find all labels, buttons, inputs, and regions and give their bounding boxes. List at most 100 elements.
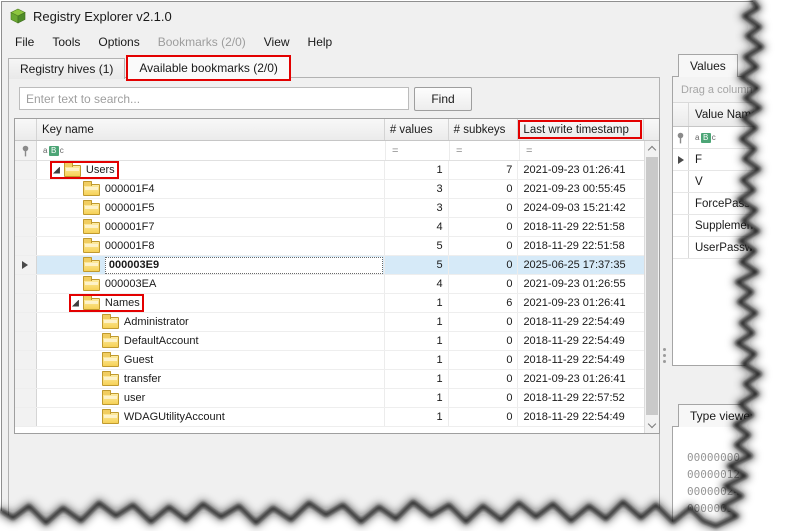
value-row-gutter: [673, 171, 689, 192]
key-name: 000001F8: [104, 240, 155, 252]
value-row[interactable]: V: [673, 171, 768, 193]
find-button[interactable]: Find: [414, 87, 472, 111]
table-row[interactable]: WDAGUtilityAccount 1 0 2018-11-29 22:54:…: [15, 408, 644, 427]
last-write-timestamp: 2018-11-29 22:54:49: [523, 335, 625, 347]
subkeys-count: 0: [449, 313, 519, 331]
menu-item-tools[interactable]: Tools: [52, 34, 81, 49]
key-name-cell: WDAGUtilityAccount: [37, 408, 385, 426]
tab-type-viewer[interactable]: Type viewer: [678, 404, 767, 427]
subkeys-count: 0: [449, 237, 519, 255]
values-count: 1: [385, 351, 449, 369]
folder-icon: [82, 256, 100, 272]
menu-item-options[interactable]: Options: [98, 34, 140, 49]
menu-item-view[interactable]: View: [263, 34, 290, 49]
key-name-cell: 000001F8: [37, 237, 385, 255]
value-row[interactable]: UserPasswordHi: [673, 237, 768, 259]
equals-filter-icon: =: [526, 144, 533, 157]
key-name: Guest: [123, 354, 154, 366]
value-row-gutter: [673, 215, 689, 236]
search-input[interactable]: [19, 87, 409, 110]
vertical-scrollbar[interactable]: [644, 141, 659, 433]
tree-node: Names: [68, 294, 144, 312]
tab-values[interactable]: Values: [678, 54, 738, 77]
key-name-cell: 000001F5: [37, 199, 385, 217]
tab-label: Available bookmarks (2/0): [139, 61, 278, 75]
menu-item-help[interactable]: Help: [307, 34, 333, 49]
last-write-timestamp: 2018-11-29 22:51:58: [523, 221, 625, 233]
tree-node: DefaultAccount: [101, 332, 199, 348]
table-row[interactable]: user 1 0 2018-11-29 22:57:52: [15, 389, 644, 408]
scrollbar-thumb[interactable]: [646, 157, 658, 415]
value-name: V: [695, 175, 703, 188]
subkeys-count: 0: [449, 275, 519, 293]
table-row[interactable]: DefaultAccount 1 0 2018-11-29 22:54:49: [15, 332, 644, 351]
table-row[interactable]: 000003E9 5 0 2025-06-25 17:37:35: [15, 256, 644, 275]
subkeys-count: 7: [449, 161, 519, 179]
filter-last-write[interactable]: =: [520, 141, 646, 160]
grid-header-row: Key name # values # subkeys Last write t…: [15, 119, 659, 141]
table-row[interactable]: 000001F8 5 0 2018-11-29 22:51:58: [15, 237, 644, 256]
table-row[interactable]: 000003EA 4 0 2021-09-23 01:26:55: [15, 275, 644, 294]
value-row-gutter: [673, 237, 689, 258]
key-name: 000001F5: [104, 202, 155, 214]
values-rows: F V ForcePasswor SupplementalC UserPassw…: [673, 149, 768, 259]
value-row[interactable]: F: [673, 149, 768, 171]
scroll-up-icon[interactable]: [647, 145, 657, 155]
window-title: Registry Explorer v2.1.0: [33, 8, 172, 24]
tab-available-bookmarks-2-0[interactable]: Available bookmarks (2/0): [126, 55, 291, 81]
bookmarks-tab-page: Find Key name # values # subkeys Last wr…: [8, 77, 663, 531]
key-name: transfer: [123, 373, 162, 385]
expander-icon[interactable]: [52, 166, 60, 174]
table-row[interactable]: Names 1 6 2021-09-23 01:26:41: [15, 294, 644, 313]
values-count: 3: [385, 199, 449, 217]
values-count: 4: [385, 275, 449, 293]
table-row[interactable]: 000001F4 3 0 2021-09-23 00:55:45: [15, 180, 644, 199]
table-row[interactable]: transfer 1 0 2021-09-23 01:26:41: [15, 370, 644, 389]
group-by-hint: Drag a column head: [681, 83, 768, 96]
row-gutter: [15, 332, 37, 350]
column-header-last-write[interactable]: Last write timestamp: [518, 119, 645, 140]
selected-row-indicator-icon: [22, 261, 29, 269]
filter-subkeys[interactable]: =: [450, 141, 520, 160]
column-header-value-name[interactable]: Value Name: [695, 108, 758, 121]
table-row[interactable]: 000001F5 3 0 2024-09-03 15:21:42: [15, 199, 644, 218]
key-name-cell: 000003EA: [37, 275, 385, 293]
value-row[interactable]: SupplementalC: [673, 215, 768, 237]
values-count: 1: [385, 313, 449, 331]
folder-icon: [82, 275, 100, 291]
column-header-key-name[interactable]: Key name: [37, 119, 385, 140]
column-header-values[interactable]: # values: [385, 119, 449, 140]
last-write-timestamp: 2024-09-03 15:21:42: [523, 202, 626, 214]
table-row[interactable]: Guest 1 0 2018-11-29 22:54:49: [15, 351, 644, 370]
tab-registry-hives-1[interactable]: Registry hives (1): [8, 58, 126, 79]
table-row[interactable]: Administrator 1 0 2018-11-29 22:54:49: [15, 313, 644, 332]
key-name-cell: Names: [37, 294, 385, 312]
subkeys-count: 0: [449, 256, 519, 274]
folder-icon: [101, 351, 119, 367]
value-row[interactable]: ForcePasswor: [673, 193, 768, 215]
filter-values[interactable]: =: [386, 141, 450, 160]
key-name-cell: Administrator: [37, 313, 385, 331]
menu-item-file[interactable]: File: [15, 34, 35, 49]
row-gutter: [15, 370, 37, 388]
subkeys-count: 0: [449, 389, 519, 407]
subkeys-count: 0: [449, 370, 519, 388]
values-count: 3: [385, 180, 449, 198]
values-header-gutter: [673, 103, 689, 126]
table-row[interactable]: Users 1 7 2021-09-23 01:26:41: [15, 161, 644, 180]
last-write-timestamp: 2021-09-23 01:26:41: [523, 297, 626, 309]
splitter-handle[interactable]: [663, 348, 666, 363]
last-write-timestamp: 2018-11-29 22:51:58: [523, 240, 625, 252]
scroll-down-icon[interactable]: [647, 419, 657, 429]
values-count: 1: [385, 294, 449, 312]
column-header-subkeys[interactable]: # subkeys: [449, 119, 519, 140]
expander-icon[interactable]: [71, 299, 79, 307]
folder-icon: [101, 389, 119, 405]
filter-pin-icon: [22, 145, 29, 156]
table-row[interactable]: 000001F7 4 0 2018-11-29 22:51:58: [15, 218, 644, 237]
